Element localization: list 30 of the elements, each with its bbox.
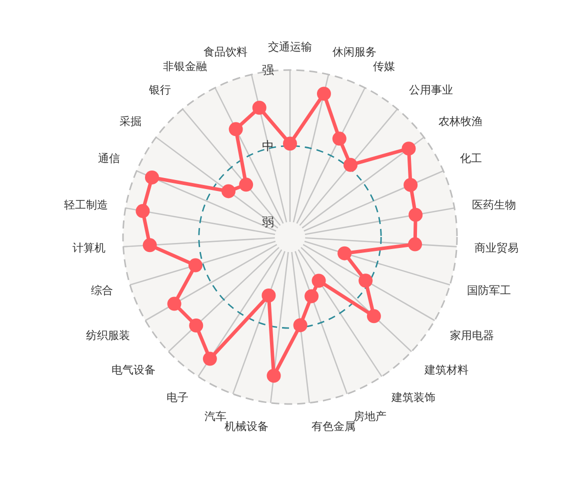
y-tick-label: 强 <box>262 63 274 78</box>
spoke-label: 商业贸易 <box>474 242 519 255</box>
y-tick-label: 中 <box>262 139 274 154</box>
spoke-label: 机械设备 <box>224 420 269 434</box>
spoke-label: 家用电器 <box>450 328 494 342</box>
spoke-label: 公用事业 <box>408 84 453 97</box>
spoke-label: 有色金属 <box>311 420 356 434</box>
spoke-label: 房地产 <box>353 410 386 424</box>
spoke-label: 传媒 <box>373 60 396 74</box>
y-tick-label: 弱 <box>262 215 274 230</box>
spoke-label: 电子 <box>166 390 188 404</box>
spoke-label: 银行 <box>148 84 172 97</box>
spoke-label: 农林牧渔 <box>438 114 482 128</box>
spoke-label: 综合 <box>90 284 113 297</box>
spoke-label: 电气设备 <box>111 363 156 376</box>
spoke-label: 化工 <box>460 152 482 166</box>
spoke-label: 医药生物 <box>472 198 516 212</box>
spoke-label: 非银金融 <box>162 60 207 74</box>
spoke-label: 纺织服装 <box>86 328 130 342</box>
spoke-label: 计算机 <box>72 242 106 255</box>
spoke-label: 汽车 <box>204 410 227 424</box>
spoke-label: 休闲服务 <box>332 45 377 58</box>
spoke-label: 建筑材料 <box>424 363 469 376</box>
spoke-label: 建筑装饰 <box>390 390 436 404</box>
spoke-label: 国防军工 <box>467 284 512 297</box>
spoke-label: 采掘 <box>120 114 142 128</box>
spoke-label: 轻工制造 <box>64 198 108 212</box>
spoke-label: 食品饮料 <box>203 45 248 58</box>
spoke-label: 通信 <box>98 152 120 166</box>
spoke-label: 交通运输 <box>268 40 312 54</box>
